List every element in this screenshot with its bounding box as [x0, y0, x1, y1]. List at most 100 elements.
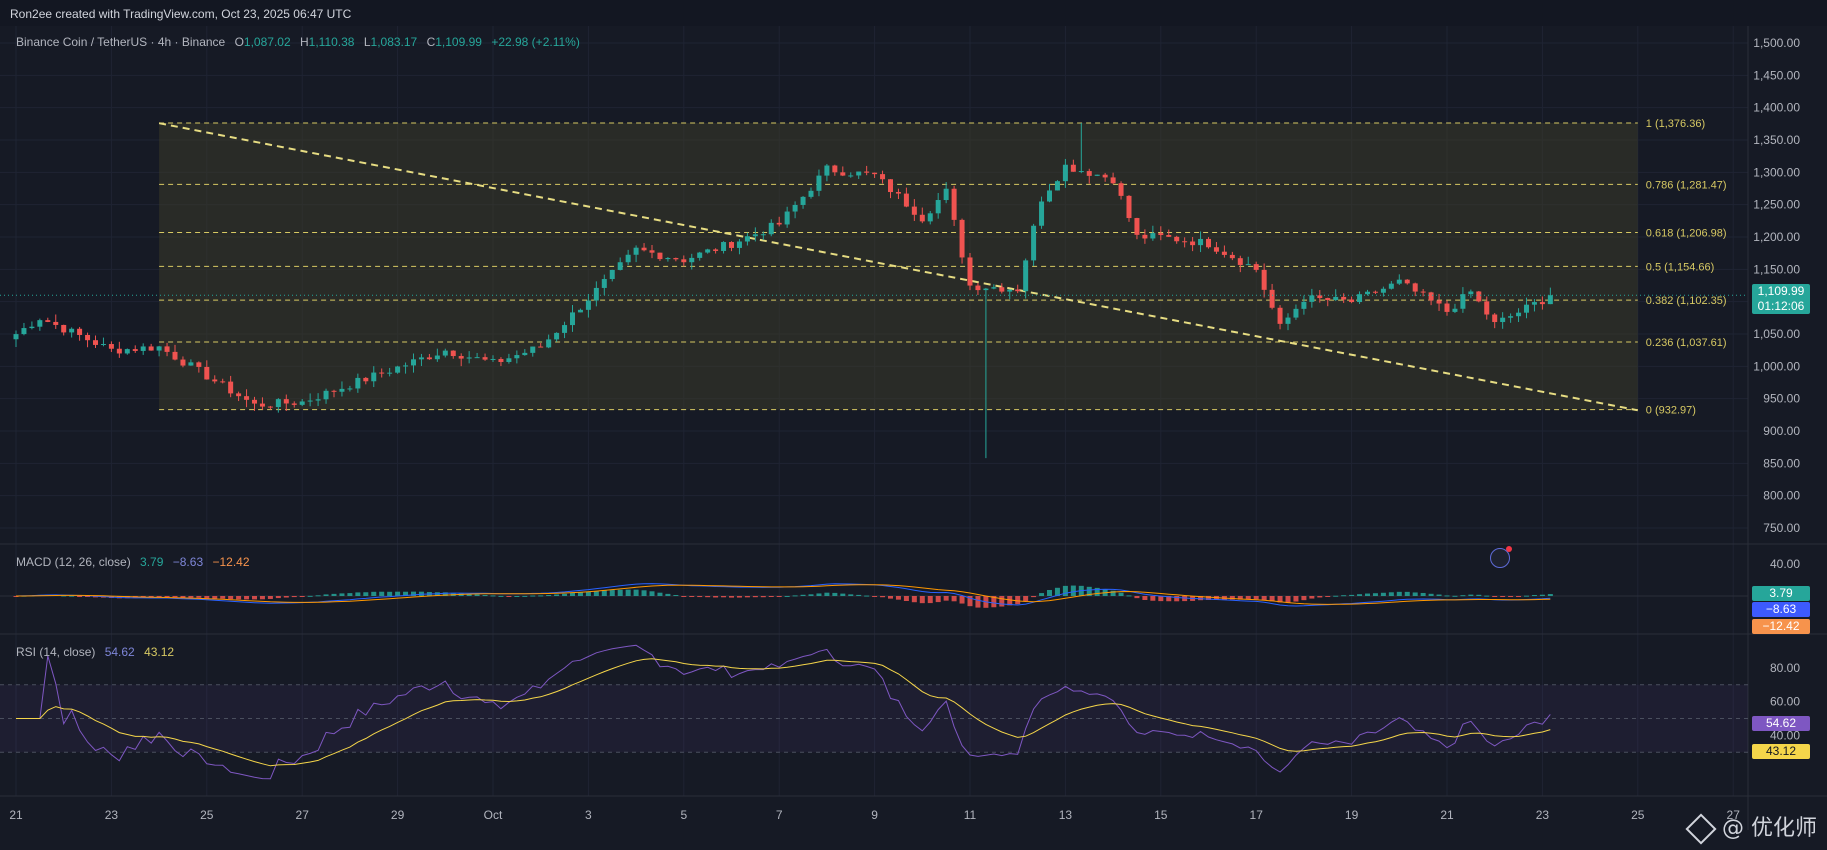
- candle-body: [760, 234, 766, 236]
- chart-area[interactable]: 1 (1,376.36) 0.786 (1,281.47) 0.618 (1,206…: [0, 26, 1827, 830]
- symbol-legend[interactable]: Binance Coin / TetherUS · 4h · Binance O…: [16, 35, 586, 49]
- candle-body: [1190, 241, 1196, 246]
- macd-histogram-bar: [1039, 593, 1045, 596]
- macd-histogram-bar: [1158, 596, 1164, 602]
- candle-body: [585, 300, 591, 310]
- close-value: C1,109.99: [426, 35, 482, 49]
- candle-body: [291, 403, 297, 405]
- candle-body: [37, 320, 43, 327]
- macd-histogram-bar: [609, 590, 615, 596]
- candle-body: [641, 247, 647, 251]
- macd-histogram-bar: [880, 596, 886, 598]
- macd-histogram-bar: [1547, 594, 1553, 596]
- macd-histogram-bar: [1134, 596, 1140, 599]
- macd-legend[interactable]: MACD (12, 26, close) 3.79 −8.63 −12.42: [16, 555, 256, 569]
- candle-body: [204, 366, 210, 380]
- candle-body: [808, 190, 814, 197]
- candle-body: [514, 355, 520, 359]
- macd-signal-tag: −8.63: [1752, 602, 1810, 617]
- rsi-label: RSI (14, close): [16, 645, 96, 659]
- macd-histogram-bar: [1396, 591, 1402, 596]
- macd-histogram-bar: [164, 596, 170, 597]
- macd-histogram-bar: [1325, 596, 1331, 597]
- candle-body: [848, 175, 854, 177]
- macd-histogram-bar: [1062, 585, 1068, 596]
- macd-histogram-bar: [212, 596, 218, 599]
- macd-histogram-bar: [593, 591, 599, 596]
- macd-histogram-bar: [697, 596, 703, 598]
- candle-body: [411, 359, 416, 366]
- macd-histogram-bar: [1110, 590, 1116, 596]
- candle-body: [450, 350, 456, 357]
- macd-histogram-bar: [339, 593, 345, 596]
- time-tick-label: 15: [1154, 808, 1168, 822]
- candle-body: [856, 171, 862, 176]
- time-tick-label: 25: [200, 808, 214, 822]
- price-tick-label: 1,200.00: [1753, 230, 1800, 244]
- rsi-legend[interactable]: RSI (14, close) 54.62 43.12: [16, 645, 180, 659]
- replay-icon[interactable]: [1490, 546, 1512, 568]
- macd-histogram-bar: [1468, 594, 1474, 596]
- macd-histogram-bar: [1516, 596, 1522, 597]
- price-tick-label: 1,400.00: [1753, 101, 1800, 115]
- macd-hist-tag: −12.42: [1752, 619, 1810, 634]
- watermark-text: @ 优化师: [1722, 816, 1817, 841]
- candle-body: [1253, 264, 1259, 270]
- macd-histogram-bar: [888, 596, 893, 599]
- candle-body: [180, 359, 186, 366]
- macd-histogram-bar: [1412, 592, 1418, 596]
- candle-body: [1134, 218, 1140, 235]
- price-tick-label: 1,450.00: [1753, 68, 1800, 82]
- candle-body: [601, 279, 607, 288]
- candle-body: [967, 257, 973, 286]
- candle-body: [1404, 279, 1410, 284]
- candle-body: [323, 390, 329, 400]
- macd-histogram-bar: [744, 596, 750, 598]
- candle-body: [975, 285, 981, 291]
- candle-body: [1500, 317, 1506, 323]
- macd-histogram-bar: [180, 596, 186, 598]
- candle-body: [1333, 296, 1339, 301]
- macd-histogram-bar: [1380, 592, 1386, 596]
- candle-body: [1118, 183, 1124, 196]
- candle-body: [538, 346, 544, 348]
- candle-body: [93, 340, 98, 345]
- macd-histogram-bar: [85, 596, 91, 597]
- candle-body: [943, 188, 949, 201]
- last-price-tag: 1,109.99 01:12:06: [1752, 284, 1810, 314]
- candle-body: [466, 357, 472, 359]
- candle-body: [991, 287, 997, 289]
- candle-body: [864, 171, 870, 173]
- candle-body: [816, 175, 822, 191]
- candle-body: [1468, 291, 1474, 295]
- candle-body: [1221, 251, 1227, 255]
- price-tick-label: 950.00: [1763, 392, 1800, 406]
- macd-histogram-bar: [148, 596, 154, 598]
- macd-histogram-bar: [752, 596, 758, 598]
- candle-body: [244, 396, 250, 400]
- macd-histogram-bar: [156, 596, 162, 598]
- macd-histogram-bar: [347, 593, 353, 596]
- rsi-ma-line: [16, 658, 1551, 767]
- macd-histogram-bar: [371, 591, 377, 596]
- chart-canvas[interactable]: 1 (1,376.36) 0.786 (1,281.47) 0.618 (1,206…: [0, 26, 1827, 830]
- candle-body: [1547, 295, 1553, 305]
- macd-histogram-bar: [1484, 595, 1490, 597]
- macd-histogram-bar: [959, 596, 965, 604]
- candle-body: [792, 204, 798, 212]
- candle-body: [1182, 241, 1188, 243]
- macd-histogram-bar: [991, 596, 997, 608]
- time-tick-label: 17: [1250, 808, 1264, 822]
- macd-histogram-bar: [713, 596, 719, 598]
- candle-body: [1039, 201, 1045, 226]
- macd-histogram-bar: [1404, 591, 1410, 596]
- rsi-axis-tick: 60.00: [1770, 695, 1800, 709]
- candle-body: [935, 200, 941, 214]
- macd-histogram-bar: [1007, 596, 1013, 606]
- candle-body: [116, 348, 122, 354]
- macd-signal-value: −8.63: [172, 555, 204, 569]
- candle-body: [53, 321, 59, 325]
- candle-body: [347, 388, 353, 390]
- candle-body: [1428, 292, 1434, 301]
- candle-body: [1516, 312, 1522, 317]
